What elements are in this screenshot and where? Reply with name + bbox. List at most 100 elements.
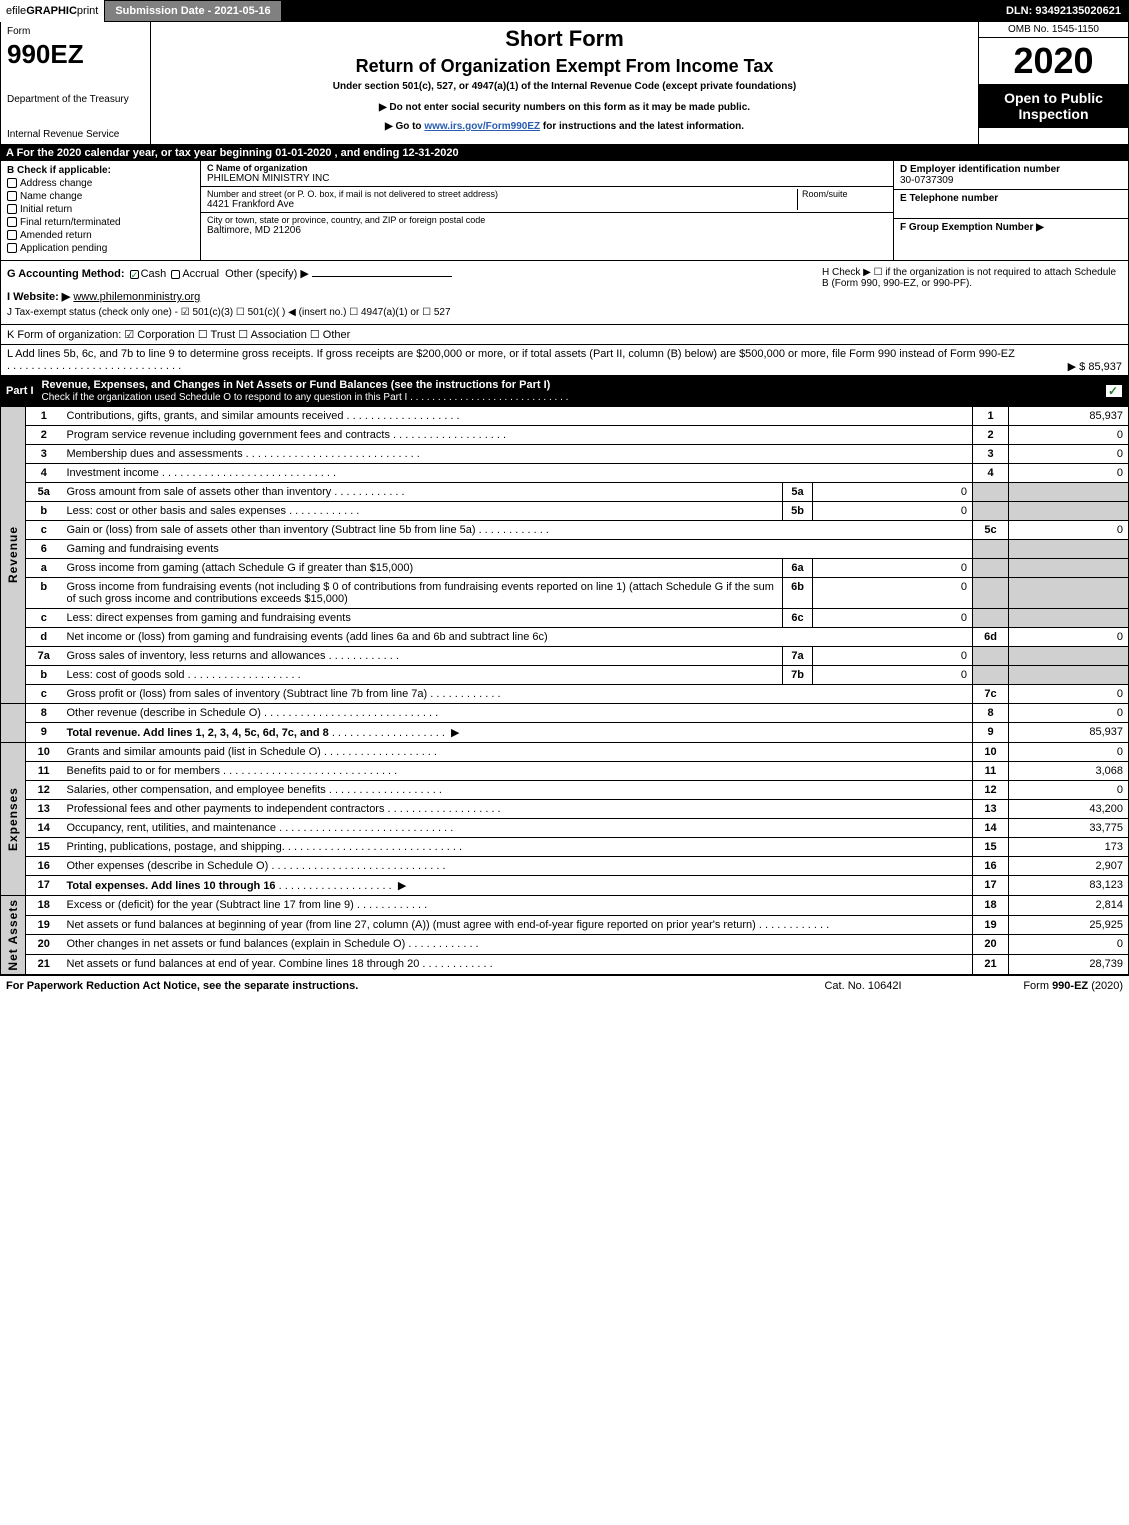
room-suite-label: Room/suite	[797, 189, 887, 210]
line-14: 14 Occupancy, rent, utilities, and maint…	[1, 819, 1129, 838]
line-3: 3 Membership dues and assessments 3 0	[1, 445, 1129, 464]
return-title: Return of Organization Exempt From Incom…	[159, 56, 970, 77]
row-a-tax-year: A For the 2020 calendar year, or tax yea…	[0, 145, 1129, 161]
header-right: OMB No. 1545-1150 2020 Open to Public In…	[978, 22, 1128, 144]
cb-accrual[interactable]	[171, 270, 180, 279]
tax-year: 2020	[979, 38, 1128, 84]
e-phone-row: E Telephone number	[894, 190, 1128, 219]
ein: 30-0737309	[900, 175, 1122, 186]
line-8: 8 Other revenue (describe in Schedule O)…	[1, 704, 1129, 723]
cb-name-change[interactable]: Name change	[7, 191, 194, 202]
c-name-label: C Name of organization	[207, 163, 887, 173]
form-label: Form	[7, 26, 144, 37]
d-label: D Employer identification number	[900, 164, 1122, 175]
f-label: F Group Exemption Number ▶	[900, 222, 1122, 233]
c-street-label: Number and street (or P. O. box, if mail…	[207, 189, 797, 199]
c-street-row: Number and street (or P. O. box, if mail…	[201, 187, 893, 213]
line-6a: a Gross income from gaming (attach Sched…	[1, 559, 1129, 578]
row-l: L Add lines 5b, 6c, and 7b to line 9 to …	[0, 345, 1129, 376]
goto-pre: ▶ Go to	[385, 121, 424, 132]
cb-initial-return[interactable]: Initial return	[7, 204, 194, 215]
col-b-check-applicable: B Check if applicable: Address change Na…	[1, 161, 201, 260]
line-15: 15 Printing, publications, postage, and …	[1, 838, 1129, 857]
city: Baltimore, MD 21206	[207, 225, 887, 236]
dln: DLN: 93492135020621	[998, 0, 1129, 22]
top-bar: efile GRAPHIC print Submission Date - 20…	[0, 0, 1129, 22]
website-link[interactable]: www.philemonministry.org	[73, 291, 200, 303]
vtab-revenue: Revenue	[1, 407, 26, 704]
line-17: 17 Total expenses. Add lines 10 through …	[1, 876, 1129, 896]
under-section: Under section 501(c), 527, or 4947(a)(1)…	[159, 81, 970, 92]
cb-amended-return[interactable]: Amended return	[7, 230, 194, 241]
goto-line: ▶ Go to www.irs.gov/Form990EZ for instru…	[159, 121, 970, 132]
line-1: Revenue 1 Contributions, gifts, grants, …	[1, 407, 1129, 426]
line-6d: d Net income or (loss) from gaming and f…	[1, 628, 1129, 647]
col-c: C Name of organization PHILEMON MINISTRY…	[201, 161, 893, 260]
line-5b: b Less: cost or other basis and sales ex…	[1, 502, 1129, 521]
cb-address-change[interactable]: Address change	[7, 178, 194, 189]
line-7c: c Gross profit or (loss) from sales of i…	[1, 685, 1129, 704]
ssn-warning: ▶ Do not enter social security numbers o…	[159, 102, 970, 113]
form-number: 990EZ	[7, 39, 144, 70]
submission-date: Submission Date - 2021-05-16	[104, 0, 281, 22]
cb-final-return[interactable]: Final return/terminated	[7, 217, 194, 228]
e-label: E Telephone number	[900, 193, 1122, 204]
cb-cash[interactable]	[130, 270, 139, 279]
street: 4421 Frankford Ave	[207, 199, 797, 210]
line-10: Expenses 10 Grants and similar amounts p…	[1, 743, 1129, 762]
line-9: 9 Total revenue. Add lines 1, 2, 3, 4, 5…	[1, 723, 1129, 743]
org-name: PHILEMON MINISTRY INC	[207, 173, 887, 184]
line-7a: 7a Gross sales of inventory, less return…	[1, 647, 1129, 666]
col-de: D Employer identification number 30-0737…	[893, 161, 1128, 260]
line-11: 11 Benefits paid to or for members 11 3,…	[1, 762, 1129, 781]
line-6b: b Gross income from fundraising events (…	[1, 578, 1129, 609]
efile-print[interactable]: efile GRAPHIC print	[0, 0, 104, 22]
part-i-label: Part I	[6, 385, 42, 397]
g-label: G Accounting Method:	[7, 268, 125, 280]
c-name-row: C Name of organization PHILEMON MINISTRY…	[201, 161, 893, 187]
row-j: J Tax-exempt status (check only one) - ☑…	[7, 307, 822, 318]
line-13: 13 Professional fees and other payments …	[1, 800, 1129, 819]
goto-link[interactable]: www.irs.gov/Form990EZ	[424, 121, 540, 132]
col-b-title: B Check if applicable:	[7, 165, 194, 176]
f-group-row: F Group Exemption Number ▶	[894, 219, 1128, 236]
line-20: 20 Other changes in net assets or fund b…	[1, 935, 1129, 955]
h-check: H Check ▶ ☐ if the organization is not r…	[822, 267, 1122, 318]
vtab-netassets: Net Assets	[1, 896, 26, 975]
part-i-title: Revenue, Expenses, and Changes in Net As…	[42, 379, 1105, 403]
row-l-text: L Add lines 5b, 6c, and 7b to line 9 to …	[7, 348, 1015, 360]
line-12: 12 Salaries, other compensation, and emp…	[1, 781, 1129, 800]
c-city-label: City or town, state or province, country…	[207, 215, 887, 225]
part-i-checkbox[interactable]	[1105, 384, 1123, 398]
footer-left: For Paperwork Reduction Act Notice, see …	[6, 980, 763, 992]
line-4: 4 Investment income 4 0	[1, 464, 1129, 483]
c-city-row: City or town, state or province, country…	[201, 213, 893, 238]
i-label: I Website: ▶	[7, 291, 70, 303]
footer-right: Form 990-EZ (2020)	[963, 980, 1123, 992]
block-bcd: B Check if applicable: Address change Na…	[0, 161, 1129, 261]
short-form-title: Short Form	[159, 26, 970, 52]
dept-irs: Internal Revenue Service	[7, 129, 144, 140]
gh-row: G Accounting Method: Cash Accrual Other …	[0, 261, 1129, 325]
efile-bold: GRAPHIC	[26, 5, 77, 17]
header-center: Short Form Return of Organization Exempt…	[151, 22, 978, 144]
line-6: 6 Gaming and fundraising events	[1, 540, 1129, 559]
page-footer: For Paperwork Reduction Act Notice, see …	[0, 975, 1129, 996]
vtab-expenses: Expenses	[1, 743, 26, 896]
line-5c: c Gain or (loss) from sale of assets oth…	[1, 521, 1129, 540]
cb-application-pending[interactable]: Application pending	[7, 243, 194, 254]
line-5a: 5a Gross amount from sale of assets othe…	[1, 483, 1129, 502]
g-accounting: G Accounting Method: Cash Accrual Other …	[7, 267, 822, 318]
efile-prefix: efile	[6, 5, 26, 17]
dept-treasury: Department of the Treasury	[7, 94, 144, 105]
footer-center: Cat. No. 10642I	[763, 980, 963, 992]
line-6c: c Less: direct expenses from gaming and …	[1, 609, 1129, 628]
lines-table: Revenue 1 Contributions, gifts, grants, …	[0, 406, 1129, 975]
row-l-amount: ▶ $ 85,937	[1068, 360, 1122, 373]
part-i-header: Part I Revenue, Expenses, and Changes in…	[0, 376, 1129, 406]
goto-post: for instructions and the latest informat…	[543, 121, 744, 132]
line-19: 19 Net assets or fund balances at beginn…	[1, 915, 1129, 935]
line-16: 16 Other expenses (describe in Schedule …	[1, 857, 1129, 876]
form-header: Form 990EZ Department of the Treasury In…	[0, 22, 1129, 145]
header-left: Form 990EZ Department of the Treasury In…	[1, 22, 151, 144]
